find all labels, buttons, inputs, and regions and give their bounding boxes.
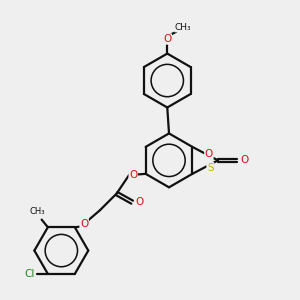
Text: CH₃: CH₃ bbox=[175, 23, 191, 32]
Text: O: O bbox=[129, 169, 137, 179]
Text: O: O bbox=[163, 34, 171, 44]
Text: O: O bbox=[205, 148, 213, 159]
Text: Cl: Cl bbox=[24, 269, 34, 279]
Text: CH₃: CH₃ bbox=[29, 207, 44, 216]
Text: S: S bbox=[207, 163, 214, 172]
Text: O: O bbox=[80, 219, 88, 229]
Text: O: O bbox=[136, 197, 144, 207]
Text: O: O bbox=[241, 155, 249, 165]
